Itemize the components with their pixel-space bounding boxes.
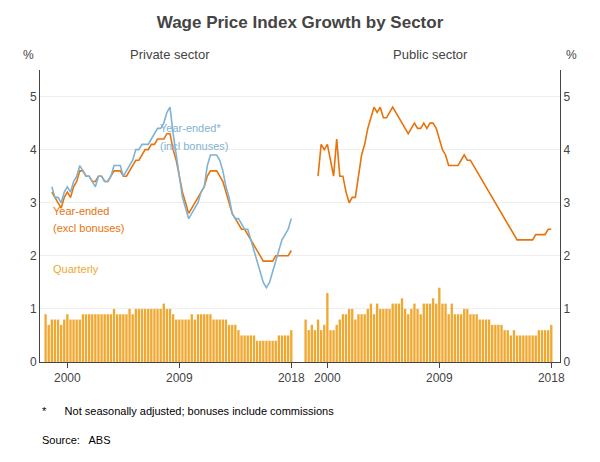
svg-text:0: 0 <box>30 355 37 369</box>
svg-text:5: 5 <box>563 90 570 104</box>
svg-text:Wage Price Index Growth by Sec: Wage Price Index Growth by Sector <box>157 13 444 32</box>
svg-text:Year-ended*: Year-ended* <box>160 122 221 134</box>
svg-text:1: 1 <box>30 302 37 316</box>
svg-text:2: 2 <box>30 249 37 263</box>
svg-text:2009: 2009 <box>426 371 453 385</box>
svg-text:Public sector: Public sector <box>393 47 468 62</box>
svg-text:(incl bonuses): (incl bonuses) <box>160 140 228 152</box>
svg-text:Quarterly: Quarterly <box>53 263 99 275</box>
svg-text:Source: ABS: Source: ABS <box>42 434 110 446</box>
svg-text:1: 1 <box>563 302 570 316</box>
svg-text:%: % <box>566 48 577 62</box>
svg-text:4: 4 <box>30 143 37 157</box>
svg-text:4: 4 <box>563 143 570 157</box>
svg-text:3: 3 <box>30 196 37 210</box>
svg-text:0: 0 <box>563 355 570 369</box>
svg-text:5: 5 <box>30 90 37 104</box>
svg-text:* Not seasonally adjusted: * Not seasonally adjusted; bonuses inclu… <box>42 405 334 417</box>
svg-text:2000: 2000 <box>54 371 81 385</box>
svg-text:3: 3 <box>563 196 570 210</box>
svg-text:Private sector: Private sector <box>130 47 210 62</box>
svg-text:%: % <box>23 48 34 62</box>
svg-text:Year-ended: Year-ended <box>53 205 109 217</box>
svg-text:2018: 2018 <box>538 371 565 385</box>
svg-text:2000: 2000 <box>314 371 341 385</box>
svg-text:2: 2 <box>563 249 570 263</box>
svg-text:2018: 2018 <box>278 371 305 385</box>
svg-text:(excl bonuses): (excl bonuses) <box>53 222 125 234</box>
svg-text:2009: 2009 <box>166 371 193 385</box>
